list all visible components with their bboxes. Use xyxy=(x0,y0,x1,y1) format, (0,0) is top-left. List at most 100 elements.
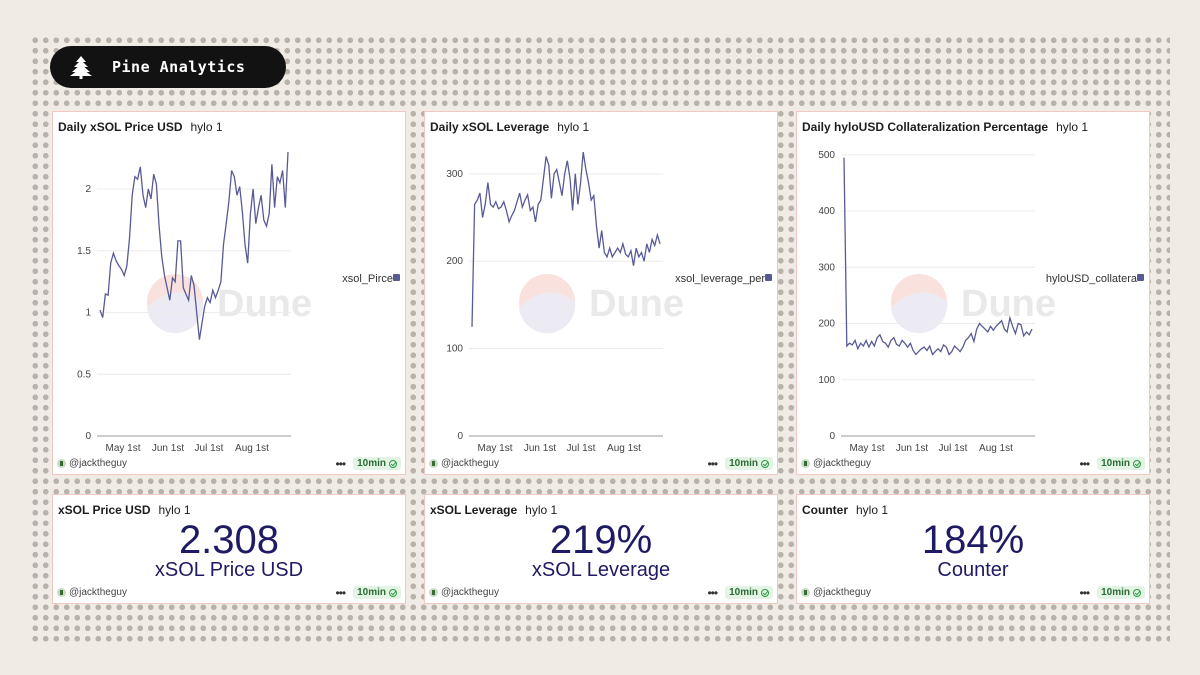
refresh-badge[interactable]: 10min xyxy=(353,457,401,470)
legend-swatch xyxy=(765,274,772,281)
legend-swatch xyxy=(1137,274,1144,281)
author-name: @jacktheguy xyxy=(441,458,499,469)
card-title: Daily xSOL Leverage hylo 1 xyxy=(430,120,589,134)
series-line xyxy=(99,151,289,340)
refresh-text: 10min xyxy=(1101,587,1130,598)
card-title: xSOL Leverage hylo 1 xyxy=(430,503,557,517)
watermark-text: Dune xyxy=(961,283,1056,325)
y-tick-label: 0.5 xyxy=(77,369,91,380)
x-tick-label: Aug 1st xyxy=(979,443,1013,454)
y-tick-label: 300 xyxy=(818,262,835,273)
refresh-text: 10min xyxy=(729,458,758,469)
author[interactable]: @jacktheguy xyxy=(801,458,871,469)
y-tick-label: 1.5 xyxy=(77,246,91,257)
dune-watermark: Dune xyxy=(147,274,312,334)
author[interactable]: @jacktheguy xyxy=(429,458,499,469)
refresh-badge[interactable]: 10min xyxy=(1097,586,1145,599)
chart-title: Daily xSOL Price USD xyxy=(58,120,183,134)
card-title: Daily xSOL Price USD hylo 1 xyxy=(58,120,223,134)
refresh-text: 10min xyxy=(729,587,758,598)
counter-card-xsol-leverage: xSOL Leverage hylo 1 219% xSOL Leverage @… xyxy=(424,494,778,604)
avatar xyxy=(801,588,810,597)
avatar xyxy=(429,588,438,597)
refresh-badge[interactable]: 10min xyxy=(353,586,401,599)
x-tick-label: Jul 1st xyxy=(195,443,224,454)
y-tick-label: 100 xyxy=(818,375,835,386)
pine-tree-icon xyxy=(70,56,92,79)
chart-card-xsol-price: Daily xSOL Price USD hylo 1 Dune 0 0.5 1 1.5 2… xyxy=(52,111,406,475)
author[interactable]: @jacktheguy xyxy=(429,587,499,598)
avatar xyxy=(57,588,66,597)
dune-watermark: Dune xyxy=(891,274,1056,334)
counter-subtitle: hylo 1 xyxy=(856,503,889,517)
line-chart: Dune 0 100 200 300 400 500 May 1st Jun 1st Jul 1s… xyxy=(818,150,1144,454)
more-options-icon[interactable]: ••• xyxy=(1079,456,1090,471)
more-options-icon[interactable]: ••• xyxy=(335,456,346,471)
avatar xyxy=(801,459,810,468)
more-options-icon[interactable]: ••• xyxy=(707,456,718,471)
y-tick-label: 200 xyxy=(446,256,463,267)
chart-subtitle: hylo 1 xyxy=(1056,120,1089,134)
more-options-icon[interactable]: ••• xyxy=(707,585,718,600)
author-name: @jacktheguy xyxy=(813,458,871,469)
y-tick-label: 100 xyxy=(446,344,463,355)
y-tick-label: 0 xyxy=(829,431,835,442)
series-line xyxy=(471,151,661,327)
line-chart: Dune 0 100 200 300 May 1st Jun 1st Jul 1st Aug 1… xyxy=(446,151,772,454)
watermark-text: Dune xyxy=(217,283,312,325)
author[interactable]: @jacktheguy xyxy=(57,458,127,469)
x-tick-label: Aug 1st xyxy=(607,443,641,454)
line-chart: Dune 0 0.5 1 1.5 2 May 1st Jun 1st Jul 1st Aug 1s… xyxy=(77,151,400,454)
author-name: @jacktheguy xyxy=(441,587,499,598)
card-title: Daily hyloUSD Collateralization Percenta… xyxy=(802,120,1088,134)
chart-subtitle: hylo 1 xyxy=(190,120,223,134)
counter-card-xsol-price: xSOL Price USD hylo 1 2.308 xSOL Price US… xyxy=(52,494,406,604)
check-icon xyxy=(761,588,769,597)
chart-subtitle: hylo 1 xyxy=(557,120,590,134)
avatar xyxy=(429,459,438,468)
chart-card-xsol-leverage: Daily xSOL Leverage hylo 1 Dune 0 100 200 300… xyxy=(424,111,778,475)
author-name: @jacktheguy xyxy=(69,458,127,469)
x-tick-label: May 1st xyxy=(849,443,884,454)
chart-card-hylousd-collateralization: Daily hyloUSD Collateralization Percenta… xyxy=(796,111,1150,475)
chart-title: Daily xSOL Leverage xyxy=(430,120,550,134)
counter-value: 184% xyxy=(921,518,1025,562)
x-tick-label: Jun 1st xyxy=(152,443,184,454)
brand-name: Pine Analytics xyxy=(112,58,246,76)
author[interactable]: @jacktheguy xyxy=(57,587,127,598)
x-tick-label: May 1st xyxy=(105,443,140,454)
refresh-badge[interactable]: 10min xyxy=(725,586,773,599)
refresh-text: 10min xyxy=(357,587,386,598)
y-tick-label: 400 xyxy=(818,206,835,217)
y-tick-label: 500 xyxy=(818,150,835,161)
more-options-icon[interactable]: ••• xyxy=(1079,585,1090,600)
check-icon xyxy=(1133,459,1141,468)
x-tick-label: Aug 1st xyxy=(235,443,269,454)
counter-subtitle: hylo 1 xyxy=(158,503,191,517)
refresh-text: 10min xyxy=(357,458,386,469)
counter-label: xSOL Price USD xyxy=(154,559,304,581)
check-icon xyxy=(389,459,397,468)
legend[interactable]: xsol_Pirce xyxy=(342,273,400,285)
more-options-icon[interactable]: ••• xyxy=(335,585,346,600)
counter-subtitle: hylo 1 xyxy=(525,503,558,517)
counter-label: Counter xyxy=(937,559,1009,581)
x-tick-label: Jul 1st xyxy=(939,443,968,454)
refresh-badge[interactable]: 10min xyxy=(725,457,773,470)
legend[interactable]: xsol_leverage_per xyxy=(675,273,772,285)
check-icon xyxy=(389,588,397,597)
series-line xyxy=(843,157,1033,356)
counter-title: xSOL Leverage xyxy=(430,503,518,517)
author[interactable]: @jacktheguy xyxy=(801,587,871,598)
chart-title: Daily hyloUSD Collateralization Percenta… xyxy=(802,120,1049,134)
legend[interactable]: hyloUSD_collatera xyxy=(1046,273,1144,285)
y-tick-label: 1 xyxy=(85,308,91,319)
y-tick-label: 0 xyxy=(457,431,463,442)
avatar xyxy=(57,459,66,468)
x-tick-label: May 1st xyxy=(477,443,512,454)
refresh-badge[interactable]: 10min xyxy=(1097,457,1145,470)
counter-title: Counter xyxy=(802,503,848,517)
brand-badge: Pine Analytics xyxy=(50,46,286,88)
watermark-text: Dune xyxy=(589,283,684,325)
x-tick-label: Jul 1st xyxy=(567,443,596,454)
